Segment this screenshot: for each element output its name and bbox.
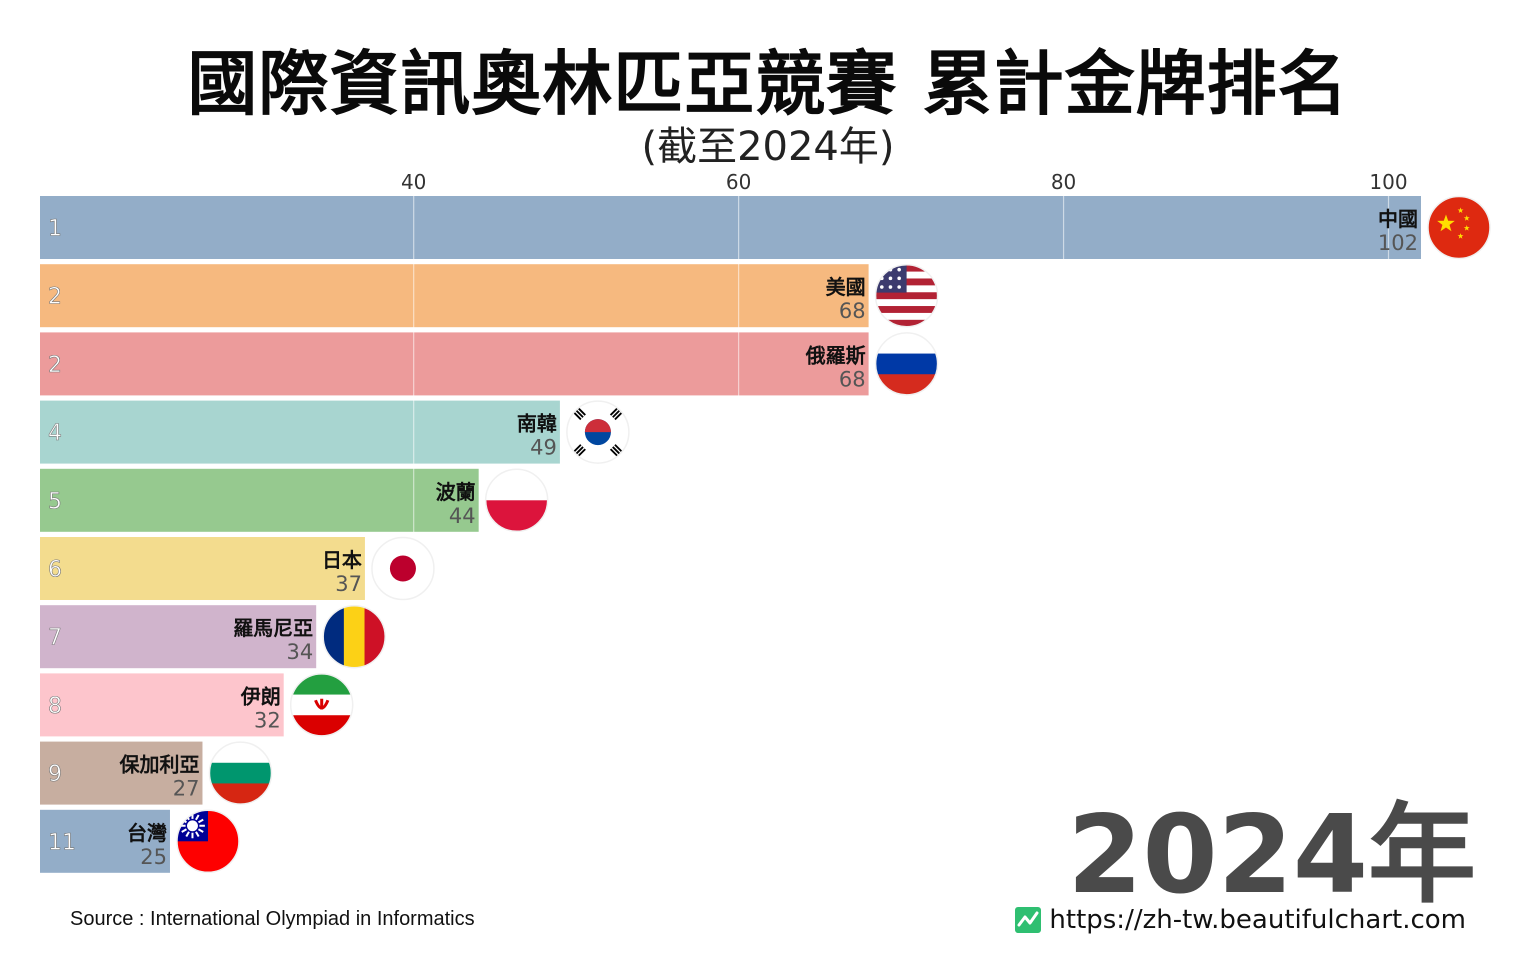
country-label: 南韓: [517, 412, 557, 436]
x-tick-label: 60: [726, 170, 751, 194]
value-label: 25: [140, 845, 167, 869]
bars-group: [40, 196, 1421, 873]
bar: [40, 741, 203, 805]
country-label: 俄羅斯: [805, 343, 866, 367]
south-korea-flag-icon: [566, 400, 630, 464]
iran-flag-icon: [289, 673, 354, 737]
rank-label: 11: [48, 830, 76, 855]
rank-label: 9: [48, 762, 62, 787]
rank-label: 1: [48, 217, 62, 242]
value-label: 102: [1378, 231, 1418, 255]
bar: [40, 264, 869, 328]
country-label: 日本: [322, 548, 362, 572]
country-label: 羅馬尼亞: [233, 616, 313, 640]
china-flag-icon: [1427, 195, 1491, 260]
bar: [40, 332, 869, 396]
value-label: 27: [173, 777, 200, 801]
country-label: 保加利亞: [118, 753, 199, 777]
bar: [40, 400, 560, 464]
poland-flag-icon: [484, 468, 549, 533]
bar: [40, 605, 317, 669]
value-label: 32: [254, 708, 281, 732]
year-label: 2024年: [1067, 793, 1476, 918]
gridlines: [413, 196, 1390, 878]
taiwan-flag-icon: [176, 809, 240, 874]
website-link[interactable]: https://zh-tw.beautifulchart.com: [1015, 905, 1466, 935]
value-label: 49: [530, 436, 557, 460]
russia-flag-icon: [874, 332, 939, 396]
value-label: 37: [335, 572, 362, 596]
value-label: 44: [449, 504, 476, 528]
chart-subtitle: (截至2024年): [641, 124, 895, 170]
country-label: 台灣: [127, 821, 167, 845]
value-label: 34: [286, 640, 313, 664]
country-label: 波蘭: [436, 480, 476, 504]
country-label: 伊朗: [240, 684, 281, 708]
x-tick-label: 80: [1051, 170, 1076, 194]
rank-label: 2: [48, 353, 62, 378]
country-label: 中國: [1378, 207, 1418, 231]
bar: [40, 673, 284, 737]
bar: [40, 537, 365, 600]
rank-label: 8: [48, 694, 62, 719]
value-label: 68: [839, 367, 866, 391]
japan-flag-icon: [371, 536, 435, 601]
bar: [40, 809, 170, 873]
x-tick-label: 100: [1369, 170, 1407, 194]
rank-label: 6: [48, 558, 62, 583]
country-label: 美國: [826, 275, 866, 299]
romania-flag-icon: [322, 604, 386, 669]
usa-flag-icon: [874, 263, 939, 328]
x-tick-label: 40: [401, 170, 426, 194]
bar: [40, 196, 1421, 259]
rank-label: 7: [48, 626, 62, 651]
chart-logo-icon: [1015, 907, 1042, 933]
value-label: 68: [839, 299, 866, 323]
website-url[interactable]: https://zh-tw.beautifulchart.com: [1049, 905, 1466, 935]
bar: [40, 468, 479, 532]
source-note: Source : International Olympiad in Infor…: [70, 908, 475, 930]
rank-label: 2: [48, 285, 62, 310]
rank-label: 4: [48, 421, 62, 446]
bulgaria-flag-icon: [208, 741, 273, 805]
rank-label: 5: [48, 489, 62, 514]
chart-title: 國際資訊奧林匹亞競賽 累計金牌排名: [187, 43, 1349, 125]
